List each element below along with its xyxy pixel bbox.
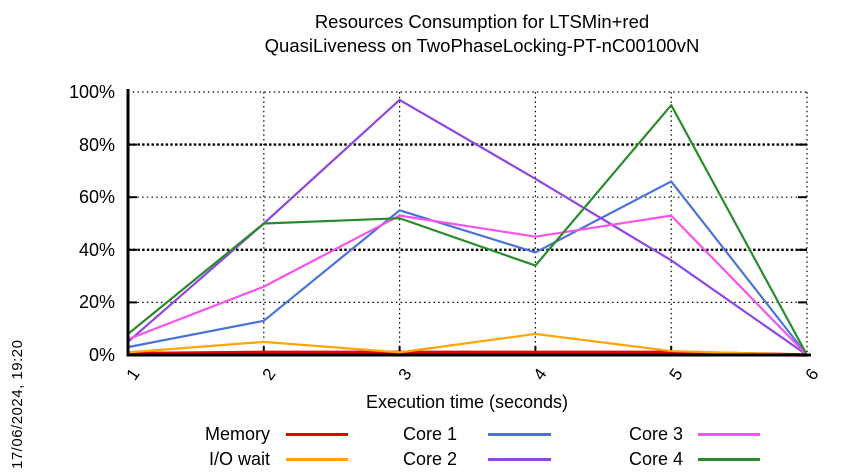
series-line-core-2 [127, 98, 808, 356]
legend-label-core-3: Core 3 [628, 424, 683, 444]
legend-line-core-3 [698, 433, 760, 436]
y-tick-label-60: 60% [78, 187, 115, 207]
plot-area [126, 89, 811, 357]
series-line-core-1 [127, 180, 808, 356]
timestamp: 17/06/2024, 19:20 [9, 339, 26, 469]
y-tick-label-100: 100% [68, 82, 115, 102]
legend-label-io-wait: I/O wait [208, 449, 270, 469]
series-line-core-4 [127, 104, 808, 356]
legend-line-core-4 [698, 458, 760, 461]
legend-label-core-1: Core 1 [402, 424, 457, 444]
legend-line-core-2 [488, 458, 551, 461]
x-tick-label-3: 3 [394, 365, 416, 384]
legend-line-core-1 [488, 433, 551, 436]
y-tick-label-40: 40% [78, 240, 115, 260]
y-tick-label-80: 80% [78, 135, 115, 155]
legend-label-core-4: Core 4 [628, 449, 683, 469]
x-tick-label-1: 1 [122, 365, 144, 384]
y-tick-label-0: 0% [88, 345, 115, 365]
x-tick-label-5: 5 [665, 365, 687, 384]
series-lines [127, 98, 808, 357]
gridlines [128, 91, 808, 355]
chart-title-line1: Resources Consumption for LTSMin+red [314, 11, 650, 32]
legend-line-memory [286, 433, 348, 436]
legend-label-memory: Memory [204, 424, 270, 444]
x-tick-label-6: 6 [801, 365, 823, 384]
x-axis-title: Execution time (seconds) [365, 392, 569, 412]
x-tick-label-4: 4 [529, 365, 551, 384]
chart-title-line2: QuasiLiveness on TwoPhaseLocking-PT-nC00… [264, 34, 700, 56]
y-tick-label-20: 20% [78, 292, 115, 312]
legend-line-io-wait [286, 458, 348, 461]
x-tick-label-2: 2 [258, 365, 280, 384]
series-line-i-o-wait [127, 332, 808, 357]
series-line-core-3 [127, 214, 808, 356]
axes [126, 89, 811, 357]
legend-label-core-2: Core 2 [402, 449, 457, 469]
chart-title: Resources Consumption for LTSMin+red Qua… [115, 10, 849, 57]
